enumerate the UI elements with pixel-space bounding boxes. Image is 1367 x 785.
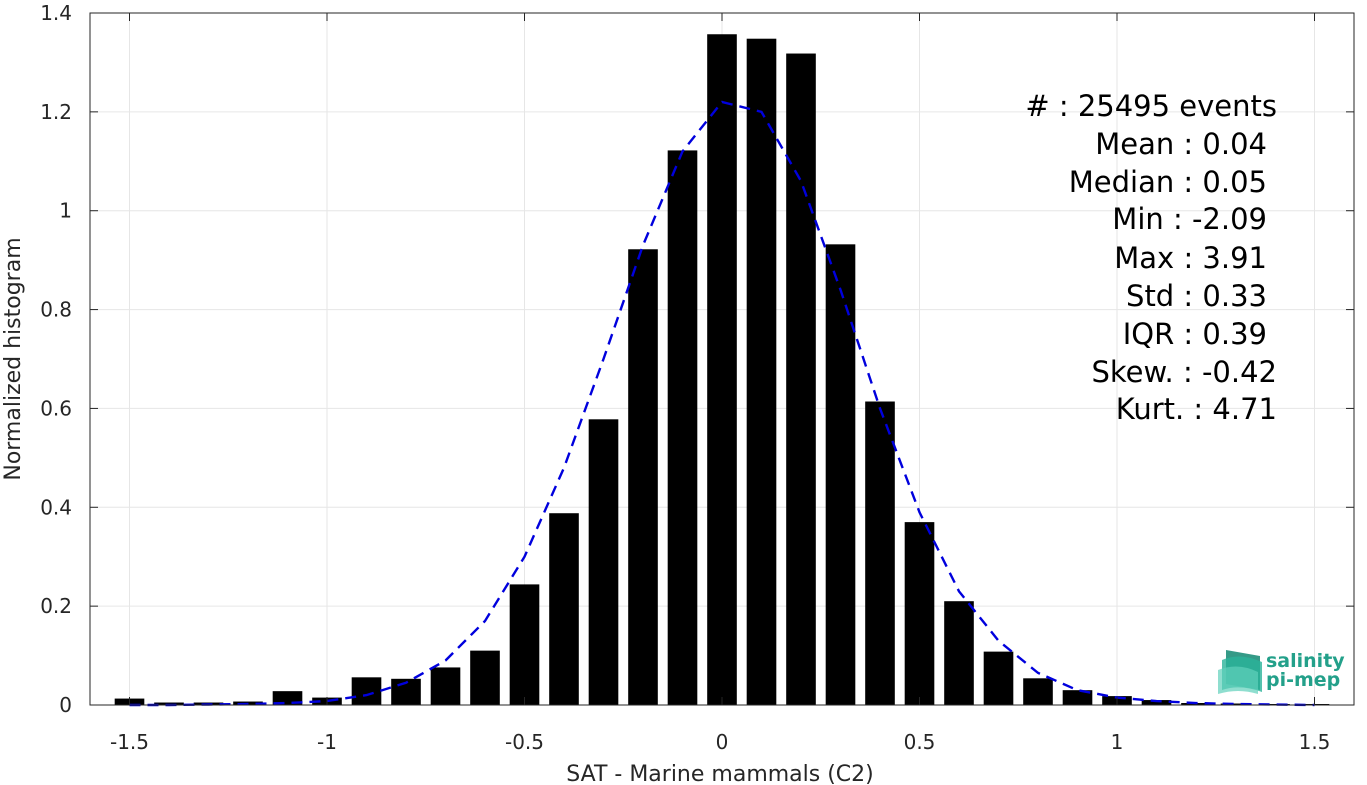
y-tick-labels: 0 0.2 0.4 0.6 0.8 1 1.2 1.4	[40, 1, 72, 717]
histogram-bar	[825, 244, 856, 705]
histogram-bar	[1220, 703, 1251, 705]
logo-text-pi-mep: pi-mep	[1266, 669, 1340, 691]
y-axis-title: Normalized histogram	[1, 237, 26, 480]
x-tick-label: -0.5	[505, 730, 544, 754]
histogram-bar	[1141, 700, 1172, 705]
stat-count: # : 25495 events	[1025, 89, 1277, 123]
stat-mean: Mean : 0.04	[1095, 127, 1267, 161]
y-tick-label: 1	[59, 199, 72, 223]
axis-ticks	[90, 12, 1354, 706]
x-tick-label: 0	[716, 730, 729, 754]
y-tick-label: 0.6	[40, 396, 72, 420]
stat-kurtosis: Kurt. : 4.71	[1116, 392, 1277, 426]
histogram-bar	[351, 677, 382, 705]
salinity-pi-mep-logo: salinity pi-mep	[1218, 650, 1345, 694]
stat-max: Max : 3.91	[1114, 241, 1267, 275]
histogram-bar	[983, 651, 1014, 705]
histogram-bar	[786, 53, 816, 705]
histogram-bar	[509, 584, 540, 705]
stat-median: Median : 0.05	[1069, 165, 1267, 199]
logo-text-salinity: salinity	[1266, 650, 1345, 672]
y-tick-label: 0.2	[40, 594, 72, 618]
histogram-bar	[628, 249, 658, 706]
y-tick-label: 1.2	[40, 100, 72, 124]
y-tick-label: 1.4	[40, 1, 72, 25]
y-tick-label: 0.8	[40, 298, 72, 322]
stat-skewness: Skew. : -0.42	[1091, 355, 1277, 389]
wave-logo-icon	[1218, 650, 1262, 694]
stat-iqr: IQR : 0.39	[1123, 317, 1267, 351]
stat-min: Min : -2.09	[1112, 202, 1267, 236]
histogram-bar	[1062, 690, 1093, 705]
histogram-bar	[944, 601, 974, 705]
x-tick-label: 1	[1111, 730, 1124, 754]
histogram-bars	[114, 34, 1330, 706]
histogram-bar	[667, 150, 698, 705]
x-tick-label: -1.5	[110, 730, 149, 754]
histogram-bar	[549, 513, 579, 705]
histogram-bar	[430, 667, 461, 705]
histogram-bar	[746, 38, 777, 705]
x-axis-title: SAT - Marine mammals (C2)	[566, 762, 874, 785]
histogram-bar	[904, 522, 935, 705]
y-tick-label: 0.4	[40, 495, 72, 519]
x-tick-label: -1	[317, 730, 337, 754]
stat-std: Std : 0.33	[1126, 279, 1267, 313]
y-tick-label: 0	[59, 693, 72, 717]
x-tick-label: 1.5	[1299, 730, 1331, 754]
x-tick-labels: -1.5 -1 -0.5 0 0.5 1 1.5	[110, 730, 1330, 754]
histogram-bar	[154, 702, 184, 705]
statistics-annotation: # : 25495 events Mean : 0.04 Median : 0.…	[1025, 89, 1277, 426]
histogram-bar	[707, 34, 737, 706]
histogram-bar	[470, 650, 500, 705]
x-tick-label: 0.5	[904, 730, 936, 754]
histogram-bar	[865, 401, 895, 705]
histogram-bar	[1023, 678, 1053, 705]
histogram-bar	[588, 419, 619, 705]
